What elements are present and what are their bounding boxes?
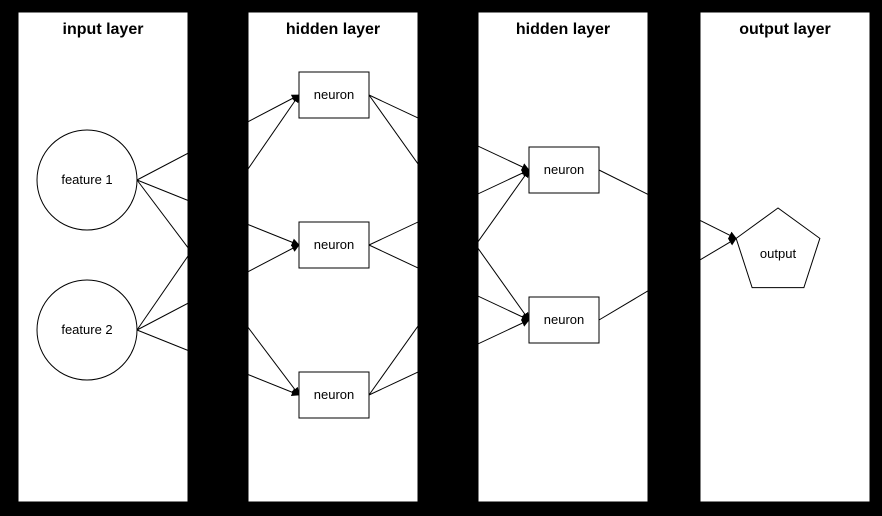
layer-title-input: input layer	[63, 21, 144, 38]
node-label-h2a: neuron	[544, 162, 584, 177]
layer-column-input	[18, 12, 188, 502]
node-label-f1: feature 1	[61, 172, 112, 187]
layer-column-hidden2	[478, 12, 648, 502]
node-label-h1a: neuron	[314, 87, 354, 102]
node-label-h2b: neuron	[544, 312, 584, 327]
node-label-f2: feature 2	[61, 322, 112, 337]
layer-title-output: output layer	[739, 21, 831, 38]
layer-title-hidden2: hidden layer	[516, 21, 610, 38]
node-label-h1c: neuron	[314, 387, 354, 402]
nn-diagram: input layer hidden layer hidden layer outpu…	[0, 0, 882, 516]
node-label-out: output	[760, 246, 797, 261]
layer-title-hidden1: hidden layer	[286, 21, 380, 38]
node-label-h1b: neuron	[314, 237, 354, 252]
